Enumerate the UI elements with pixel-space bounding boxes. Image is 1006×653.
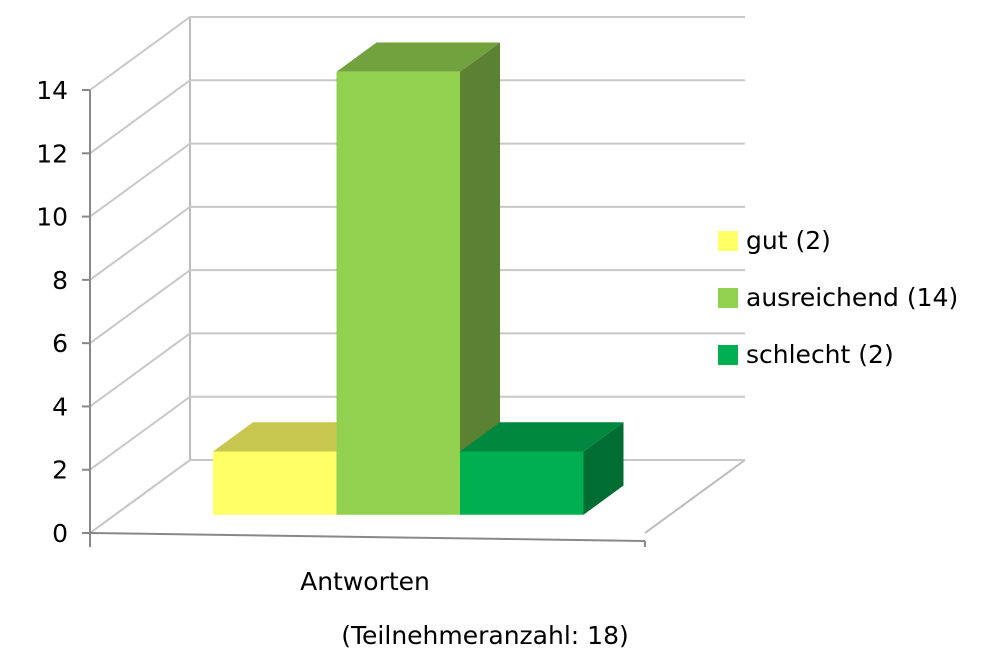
legend-swatch	[718, 288, 738, 308]
y-tick-label: 14	[36, 76, 68, 105]
bar-side	[583, 422, 624, 515]
x-axis-label: (Teilnehmeranzahl: 18)	[341, 621, 628, 650]
bar-side	[460, 42, 500, 515]
grid-line	[89, 395, 745, 471]
x-tick-label: Antworten	[300, 567, 430, 596]
bar-top	[213, 422, 377, 452]
legend-swatch	[718, 231, 738, 251]
y-tick-label: 4	[52, 392, 68, 421]
grid-line	[89, 332, 745, 408]
grid-line	[89, 142, 745, 218]
legend-label: ausreichend (14)	[746, 283, 958, 312]
bar-top	[336, 42, 500, 72]
bar	[213, 451, 337, 515]
y-tick-label: 2	[52, 456, 68, 485]
legend-label: schlecht (2)	[746, 340, 894, 369]
bar	[336, 71, 460, 515]
bar-top	[460, 422, 624, 452]
grid-line	[89, 269, 745, 344]
y-tick-label: 10	[36, 203, 68, 232]
grid-line	[89, 79, 745, 155]
y-tick-label: 6	[52, 329, 68, 358]
floor-edge	[644, 459, 746, 534]
y-tick-label: 0	[52, 519, 68, 548]
x-axis	[89, 532, 646, 542]
legend-label: gut (2)	[746, 226, 831, 255]
y-tick-label: 8	[52, 266, 68, 295]
wall-edge	[89, 17, 191, 534]
bar	[460, 451, 584, 515]
grid-line	[89, 16, 745, 91]
y-tick-label: 12	[36, 139, 68, 168]
grid-line	[89, 205, 745, 281]
legend-swatch	[718, 345, 738, 365]
